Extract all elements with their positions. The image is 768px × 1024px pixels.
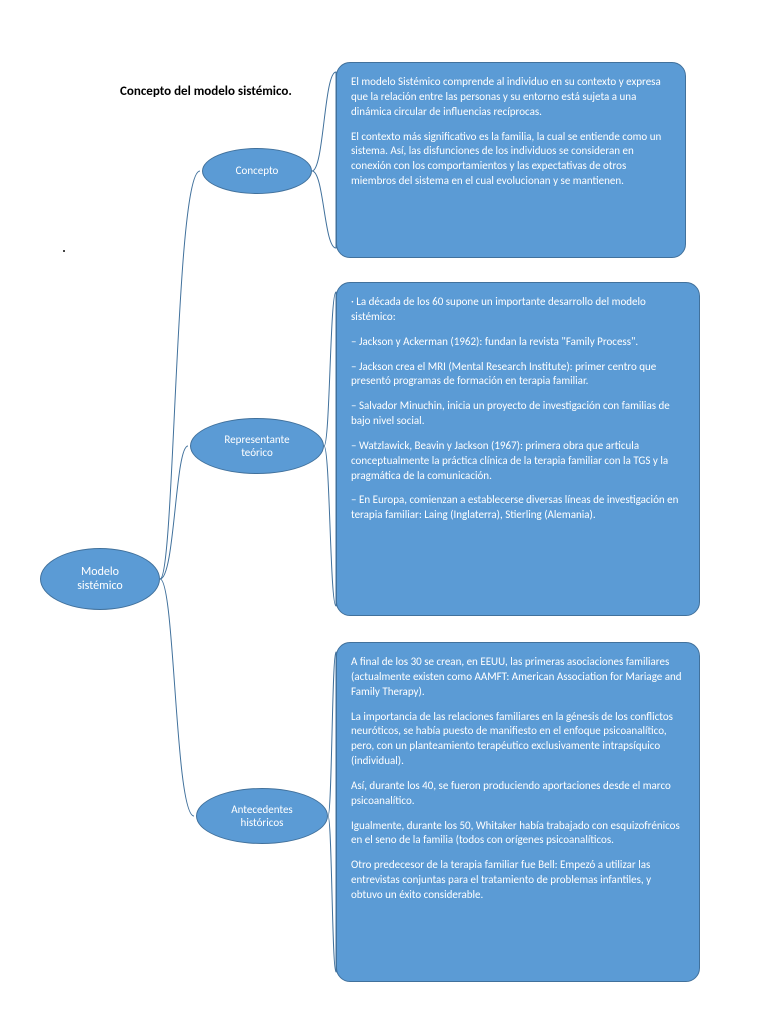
root-node-modelo-sistemico: Modelosistémico	[40, 548, 160, 610]
content-paragraph: La importancia de las relaciones familia…	[351, 710, 685, 769]
content-paragraph: – En Europa, comienzan a establecerse di…	[351, 493, 685, 523]
content-box-antecedentes: A final de los 30 se crean, en EEUU, las…	[336, 642, 700, 982]
content-paragraph: El modelo Sistémico comprende al individ…	[351, 75, 671, 120]
content-paragraph: El contexto más significativo es la fami…	[351, 130, 671, 189]
content-paragraph: Otro predecesor de la terapia familiar f…	[351, 858, 685, 903]
content-box-concepto: El modelo Sistémico comprende al individ…	[336, 62, 686, 258]
content-paragraph: A final de los 30 se crean, en EEUU, las…	[351, 655, 685, 700]
content-paragraph: – Salvador Minuchin, inicia un proyecto …	[351, 399, 685, 429]
content-paragraph: – Jackson y Ackerman (1962): fundan la r…	[351, 335, 685, 350]
branch-label: Representanteteórico	[224, 433, 289, 459]
content-paragraph: Igualmente, durante los 50, Whitaker hab…	[351, 819, 685, 849]
content-paragraph: Así, durante los 40, se fueron producien…	[351, 779, 685, 809]
page-title: Concepto del modelo sistémico.	[120, 84, 292, 99]
content-paragraph: · La década de los 60 supone un importan…	[351, 295, 685, 325]
content-box-representante: · La década de los 60 supone un importan…	[336, 282, 700, 616]
content-paragraph: – Watzlawick, Beavin y Jackson (1967): p…	[351, 439, 685, 484]
branch-label: Antecedenteshistóricos	[231, 803, 292, 829]
content-paragraph: – Jackson crea el MRI (Mental Research I…	[351, 360, 685, 390]
stray-dot: .	[62, 238, 66, 257]
branch-node-antecedentes: Antecedenteshistóricos	[196, 788, 328, 844]
root-label: Modelosistémico	[77, 565, 123, 594]
branch-node-representante: Representanteteórico	[190, 418, 324, 474]
branch-node-concepto: Concepto	[202, 148, 312, 194]
branch-label: Concepto	[236, 164, 279, 177]
